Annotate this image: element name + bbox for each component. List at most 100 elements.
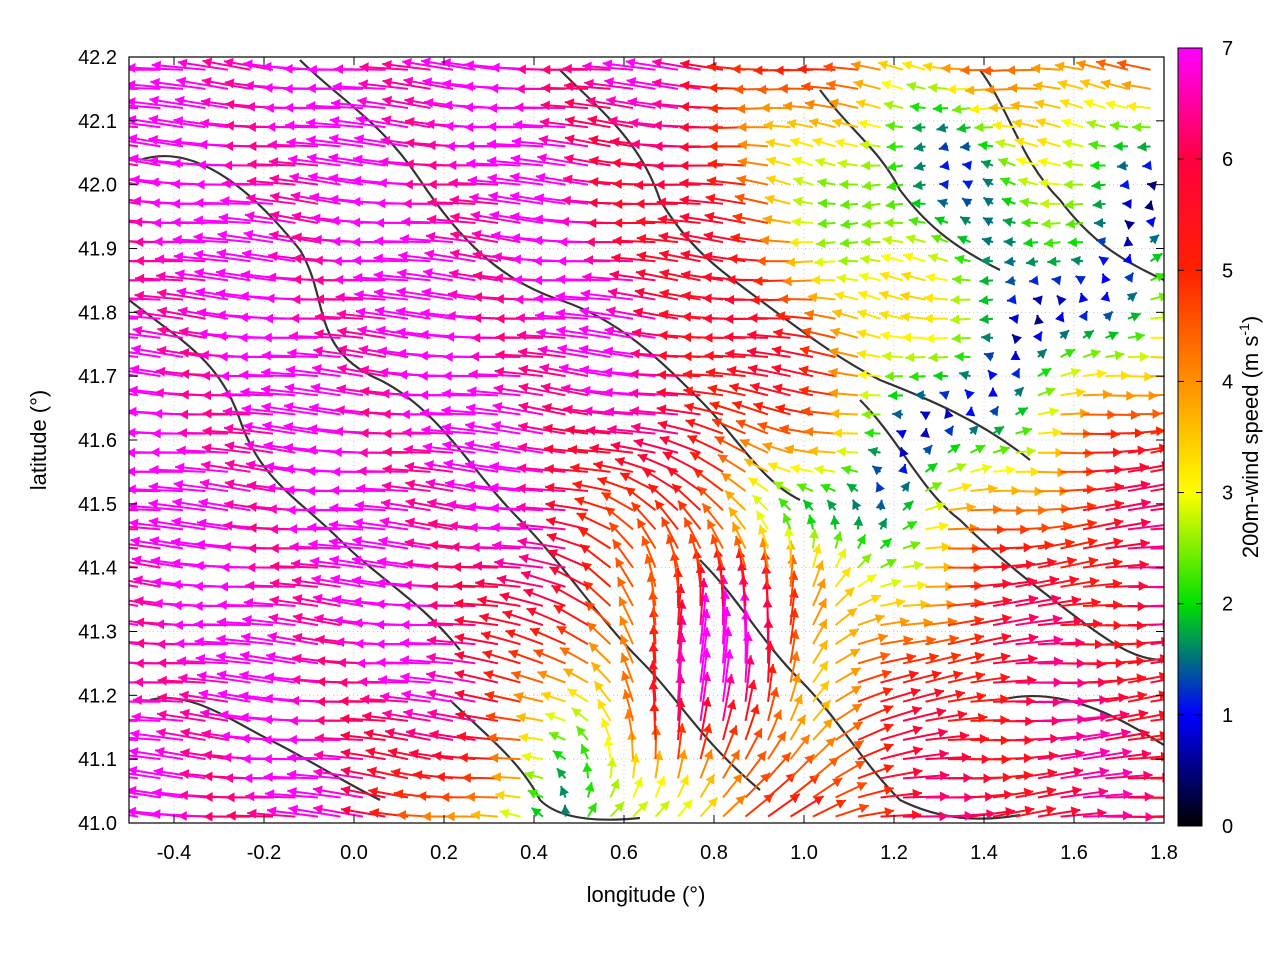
wind-arrow-head [1152,253,1163,263]
wind-arrow [216,620,274,627]
wind-arrow-head [938,521,949,532]
wind-arrow-head [329,555,340,566]
wind-arrow-head [956,123,967,133]
wind-arrow-head [581,385,591,396]
wind-arrow-head [292,653,302,664]
wind-arrow-head [557,344,568,355]
wind-arrow [1150,815,1164,818]
wind-arrow-head [641,536,651,547]
wind-arrow-head [1001,632,1012,643]
wind-arrow-head [562,174,573,185]
colorbar-title: 200m-wind speed (m s-1) [1236,316,1263,558]
wind-arrow-head [267,631,278,642]
wind-arrow [150,451,206,454]
wind-arrow [129,754,161,761]
wind-arrow-head [855,98,866,109]
wind-arrow [129,546,139,550]
wind-arrow [555,311,611,320]
wind-arrow-head [969,104,980,115]
wind-arrow-head [221,389,231,400]
wind-arrow [171,519,229,531]
wind-arrow-head [925,272,936,283]
wind-arrow-head [509,191,520,202]
wind-arrow [309,405,364,416]
wind-arrow-head [724,294,735,305]
wind-arrow-head [441,79,452,90]
wind-arrow-head [225,792,235,803]
wind-arrow-head [150,198,160,209]
wind-arrow-head [224,57,234,68]
wind-arrow-head [365,747,376,758]
wind-arrow-head [247,808,257,819]
wind-arrow-head [1120,728,1131,739]
wind-arrow-head [239,691,249,702]
wind-arrow-head [582,61,592,72]
wind-arrow-head [445,141,455,152]
wind-arrow-head [422,442,433,453]
wind-arrow [129,220,139,224]
wind-arrow-head [516,712,527,723]
wind-arrow-head [856,349,867,360]
wind-arrow-head [609,522,620,533]
colorbar-tick-label: 0 [1222,816,1233,838]
wind-arrow-head [1034,314,1044,325]
wind-arrow-head [776,731,786,742]
wind-arrow-head [900,481,910,493]
wind-arrow [193,252,251,263]
wind-arrow-head [1037,157,1048,168]
wind-arrow-head [1034,99,1045,109]
wind-arrow-head [737,157,748,168]
wind-arrow-head [766,175,777,185]
wind-arrow-head [598,699,607,710]
wind-arrow [509,194,566,205]
wind-arrow-head [804,754,815,765]
wind-arrow-head [418,350,428,361]
wind-arrow-head [333,615,343,626]
wind-arrow-head [979,314,989,325]
wind-arrow-head [582,272,592,283]
wind-arrow-head [396,810,407,821]
wind-arrow-head [225,459,235,470]
wind-arrow-head [717,454,729,464]
wind-arrow-head [798,365,809,376]
wind-arrow [241,251,296,263]
wind-arrow-head [560,804,571,814]
wind-arrow [193,235,251,244]
wind-arrow-head [753,728,763,739]
wind-arrow-head [960,141,970,152]
wind-arrow-head [534,193,545,204]
wind-arrow-head [514,294,524,305]
wind-arrow-head [551,585,562,595]
wind-arrow-head [404,96,415,107]
wind-arrow-head [611,158,621,169]
wind-arrow-head [412,770,423,781]
wind-arrow-head [427,197,437,208]
wind-arrow [487,176,544,186]
wind-arrow-head [201,460,211,471]
wind-arrow-head [263,693,273,704]
wind-arrow-head [1071,786,1082,796]
wind-arrow-head [465,140,475,151]
wind-arrow-head [703,749,714,760]
wind-arrow-head [427,618,437,629]
wind-arrow-head [1166,541,1175,551]
wind-arrow-head [1032,295,1043,306]
wind-arrow-head [440,792,450,803]
wind-arrow-head [883,785,894,796]
wind-arrow-head [89,136,99,146]
wind-arrow-head [405,116,415,127]
wind-arrow-head [632,160,642,171]
wind-arrow-head [1016,156,1027,167]
wind-arrow-head [381,409,391,420]
wind-arrow-head [429,561,439,572]
wind-arrow-head [615,457,626,467]
wind-arrow-head [109,134,119,144]
wind-arrow-head [939,179,949,190]
wind-arrow-head [351,575,362,586]
y-tick-label: 42.0 [78,175,117,197]
wind-arrow-head [130,729,140,740]
wind-arrow-head [112,215,121,225]
wind-arrow-head [490,62,500,73]
wind-arrow-head [868,446,879,457]
wind-arrow-head [291,211,302,222]
